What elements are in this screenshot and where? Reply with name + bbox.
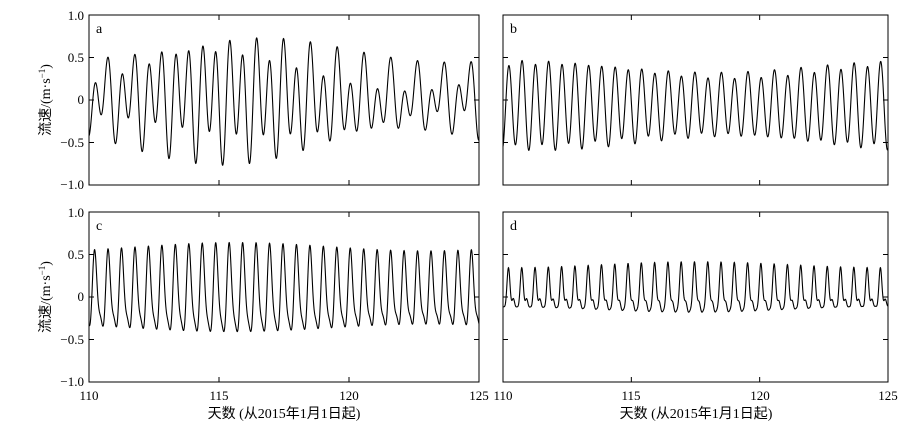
panel-a-label: a: [96, 22, 103, 37]
tick-marks: [88, 14, 889, 383]
panel-c-ylabel-close: ): [39, 261, 54, 266]
panel-a-ytick-label: 0: [78, 92, 85, 107]
panel-c-series-line: [88, 241, 480, 333]
panel-a-ylabel-close: ): [39, 64, 54, 69]
panel-c-xtick-label: 110: [79, 388, 98, 403]
panel-d: d 110 115 120 125 天数 (从2015年1月1日起): [493, 211, 898, 422]
panel-c-xtick-label: 120: [339, 388, 359, 403]
panel-d-xtick-label: 110: [493, 388, 512, 403]
panel-a-ytick-label: 0.5: [68, 50, 84, 65]
panel-b: b: [502, 14, 889, 186]
panel-c-xlabel: 天数 (从2015年1月1日起): [208, 406, 361, 422]
panel-a-series-line: [88, 37, 480, 166]
panel-d-xtick-label: 120: [750, 388, 770, 403]
panel-c: c 1.0 0.5 0 −0.5 −1.0 110 115 120 125 天数…: [37, 205, 489, 422]
panel-c-ylabel-superscript: −1: [37, 266, 47, 276]
panel-c-ytick-label: −1.0: [60, 374, 84, 389]
panel-a-ylabel-superscript: −1: [37, 69, 47, 79]
panel-c-label: c: [96, 219, 102, 234]
panel-a-ylabel: 流速/(m·s−1): [37, 64, 54, 136]
panel-c-ylabel-text: 流速/(m·s: [38, 275, 54, 333]
panel-d-xtick-label: 115: [621, 388, 640, 403]
panel-c-xtick-label: 115: [209, 388, 228, 403]
panel-d-xtick-label: 125: [878, 388, 898, 403]
panel-d-label: d: [510, 219, 517, 234]
panel-b-label: b: [510, 22, 517, 37]
panel-a-ytick-label: −0.5: [60, 135, 84, 150]
panel-c-ytick-label: 0: [78, 289, 85, 304]
panel-c-xtick-label: 125: [469, 388, 489, 403]
panel-c-ytick-label: −0.5: [60, 332, 84, 347]
panel-a-ylabel-text: 流速/(m·s: [38, 78, 54, 136]
panel-c-ytick-label: 0.5: [68, 247, 84, 262]
panel-d-xlabel: 天数 (从2015年1月1日起): [620, 406, 773, 422]
panel-d-series-line: [502, 261, 889, 313]
panel-b-series-line: [502, 59, 889, 152]
panel-a: a 1.0 0.5 0 −0.5 −1.0 流速/(m·s−1): [37, 8, 480, 192]
panel-a-ytick-label: 1.0: [68, 8, 84, 23]
panel-c-ylabel: 流速/(m·s−1): [37, 261, 54, 333]
panel-c-ytick-label: 1.0: [68, 205, 84, 220]
panel-a-ytick-label: −1.0: [60, 177, 84, 192]
